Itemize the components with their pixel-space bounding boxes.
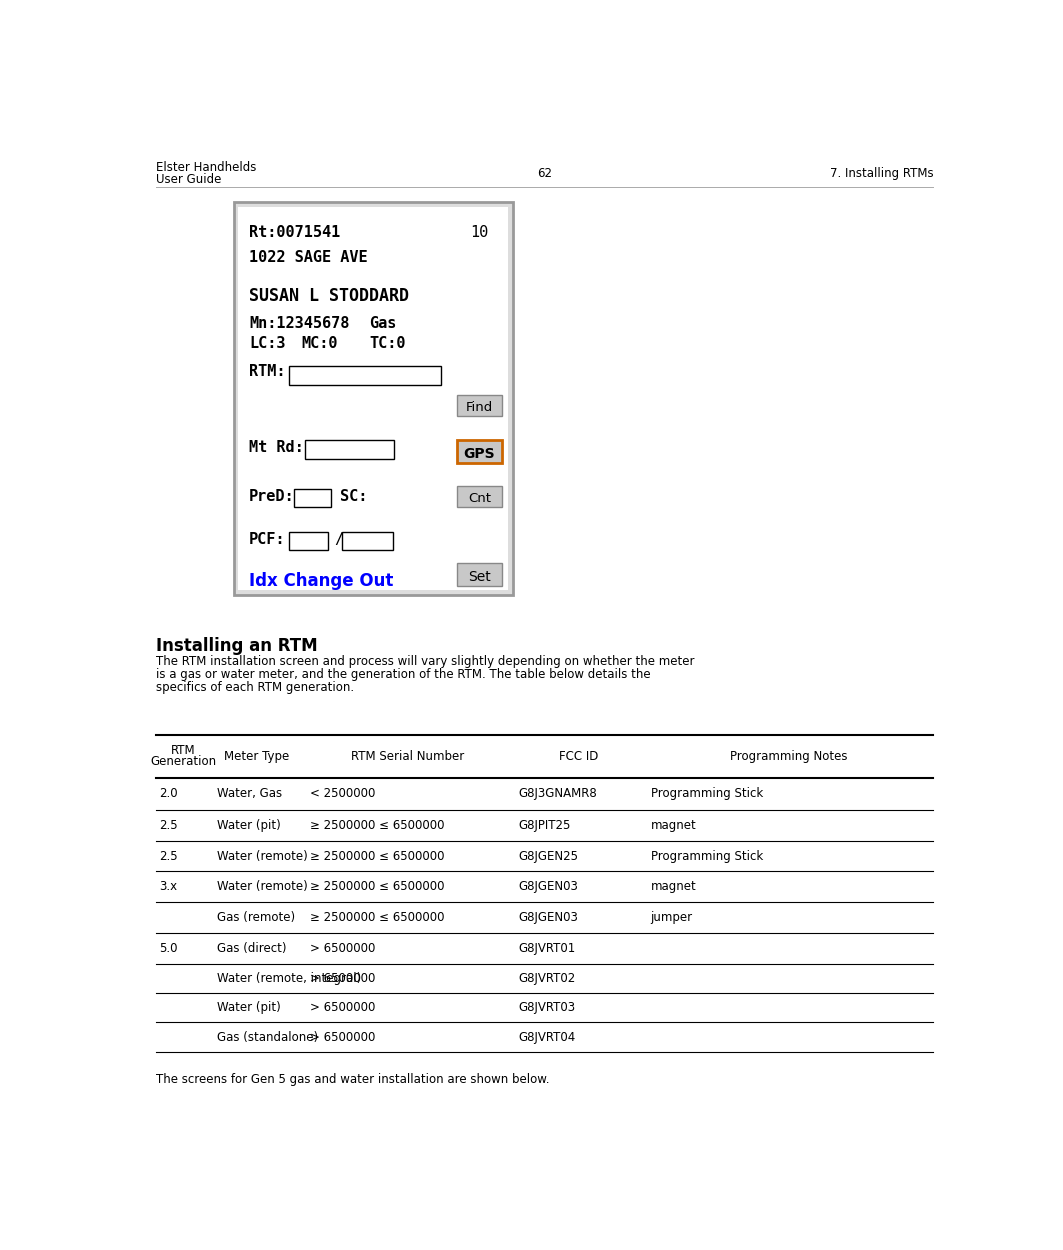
Text: G8JGEN25: G8JGEN25: [519, 850, 579, 862]
Bar: [289, 366, 440, 385]
Text: 10: 10: [470, 225, 488, 240]
Text: Elster Handhelds: Elster Handhelds: [156, 161, 256, 174]
Bar: [457, 440, 502, 462]
Text: Cnt: Cnt: [468, 492, 491, 505]
Text: RTM Serial Number: RTM Serial Number: [352, 750, 465, 762]
Text: 7. Installing RTMs: 7. Installing RTMs: [830, 168, 933, 180]
Text: Programming Stick: Programming Stick: [651, 850, 763, 862]
Bar: [457, 486, 502, 508]
Text: Gas (direct): Gas (direct): [217, 942, 286, 955]
Text: SUSAN L STODDARD: SUSAN L STODDARD: [249, 288, 409, 305]
Text: G8JGEN03: G8JGEN03: [519, 911, 578, 924]
Text: > 6500000: > 6500000: [309, 1001, 375, 1014]
Text: Water (pit): Water (pit): [217, 819, 281, 831]
Text: Water, Gas: Water, Gas: [217, 788, 282, 800]
Text: Gas: Gas: [369, 316, 396, 331]
Text: Mt Rd:: Mt Rd:: [249, 440, 304, 455]
Text: ≥ 2500000 ≤ 6500000: ≥ 2500000 ≤ 6500000: [309, 850, 444, 862]
Text: Mn:12345678: Mn:12345678: [249, 316, 350, 331]
Text: < 2500000: < 2500000: [309, 788, 375, 800]
Text: Water (pit): Water (pit): [217, 1001, 281, 1014]
Bar: [238, 208, 508, 590]
Bar: [305, 440, 394, 459]
Text: Set: Set: [468, 570, 491, 585]
Text: Installing an RTM: Installing an RTM: [156, 636, 318, 655]
Text: magnet: magnet: [651, 880, 696, 894]
Text: G8J3GNAMR8: G8J3GNAMR8: [519, 788, 597, 800]
Text: GPS: GPS: [463, 448, 495, 461]
Text: 2.5: 2.5: [159, 819, 178, 831]
Text: Idx Change Out: Idx Change Out: [249, 572, 393, 590]
Bar: [457, 562, 502, 586]
Text: G8JVRT03: G8JVRT03: [519, 1001, 576, 1014]
Text: MC:0: MC:0: [302, 336, 338, 351]
Text: Programming Stick: Programming Stick: [651, 788, 763, 800]
Text: > 6500000: > 6500000: [309, 1030, 375, 1044]
Text: 1022 SAGE AVE: 1022 SAGE AVE: [249, 250, 368, 265]
Text: Water (remote): Water (remote): [217, 880, 307, 894]
Text: Gas (remote): Gas (remote): [217, 911, 294, 924]
Text: Programming Notes: Programming Notes: [730, 750, 847, 762]
Text: PCF:: PCF:: [249, 532, 286, 548]
Text: /: /: [335, 532, 343, 548]
Text: The RTM installation screen and process will vary slightly depending on whether : The RTM installation screen and process …: [156, 655, 694, 668]
Text: Rt:0071541: Rt:0071541: [249, 225, 340, 240]
Text: G8JVRT02: G8JVRT02: [519, 972, 576, 985]
Text: Water (remote): Water (remote): [217, 850, 307, 862]
Text: 5.0: 5.0: [159, 942, 178, 955]
Text: ≥ 2500000 ≤ 6500000: ≥ 2500000 ≤ 6500000: [309, 911, 444, 924]
Text: 2.5: 2.5: [159, 850, 178, 862]
Text: RTM: RTM: [171, 745, 196, 758]
Text: > 6500000: > 6500000: [309, 942, 375, 955]
Text: specifics of each RTM generation.: specifics of each RTM generation.: [156, 681, 354, 694]
Text: The screens for Gen 5 gas and water installation are shown below.: The screens for Gen 5 gas and water inst…: [156, 1074, 550, 1086]
Text: 2.0: 2.0: [159, 788, 178, 800]
Text: SC:: SC:: [340, 489, 367, 504]
Text: is a gas or water meter, and the generation of the RTM. The table below details : is a gas or water meter, and the generat…: [156, 669, 651, 681]
Text: User Guide: User Guide: [156, 173, 221, 186]
Text: > 6500000: > 6500000: [309, 972, 375, 985]
Bar: [342, 532, 392, 550]
Text: Water (remote, integral): Water (remote, integral): [217, 972, 360, 985]
Bar: [234, 202, 512, 595]
Bar: [457, 395, 502, 416]
Text: magnet: magnet: [651, 819, 696, 831]
Text: Generation: Generation: [150, 755, 216, 769]
Text: G8JVRT04: G8JVRT04: [519, 1030, 576, 1044]
Text: jumper: jumper: [651, 911, 693, 924]
Text: RTM:: RTM:: [249, 364, 286, 379]
Text: 3.x: 3.x: [159, 880, 178, 894]
Text: Gas (standalone): Gas (standalone): [217, 1030, 318, 1044]
Text: PreD:: PreD:: [249, 489, 294, 504]
Text: LC:3: LC:3: [249, 336, 286, 351]
Text: TC:0: TC:0: [369, 336, 406, 351]
Text: Find: Find: [466, 401, 493, 414]
Text: FCC ID: FCC ID: [559, 750, 598, 762]
Text: G8JVRT01: G8JVRT01: [519, 942, 576, 955]
Text: G8JPIT25: G8JPIT25: [519, 819, 571, 831]
Text: ≥ 2500000 ≤ 6500000: ≥ 2500000 ≤ 6500000: [309, 819, 444, 831]
Text: 62: 62: [537, 168, 552, 180]
Bar: [294, 489, 332, 508]
Text: G8JGEN03: G8JGEN03: [519, 880, 578, 894]
Text: ≥ 2500000 ≤ 6500000: ≥ 2500000 ≤ 6500000: [309, 880, 444, 894]
Bar: [289, 532, 328, 550]
Text: Meter Type: Meter Type: [224, 750, 289, 762]
